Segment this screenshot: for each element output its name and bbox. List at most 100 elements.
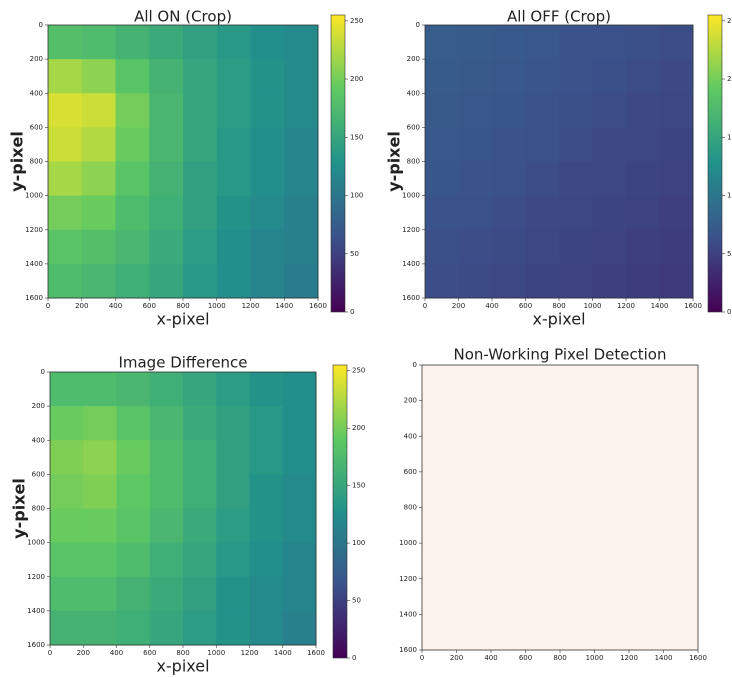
x-axis-label: x-pixel [156,310,209,329]
colorbar-tick-label: 200 [727,75,732,83]
heatmap-cell [149,406,184,441]
heatmap-cell [659,93,694,128]
heatmap-cell [250,25,285,60]
heatmap-cell [250,127,285,162]
heatmap-cell [250,161,285,197]
heatmap-cell [492,59,526,94]
heatmap-cell [216,508,250,544]
heatmap-cell [659,127,694,162]
heatmap-cell [81,59,116,94]
heatmap-cell [458,93,493,128]
heatmap-cell [282,474,317,509]
heatmap-cell [559,229,593,265]
heatmap-cell [149,576,184,612]
heatmap-cell [525,161,560,197]
heatmap-cell [250,263,285,299]
heatmap-cell [282,440,317,475]
y-tick-label: 0 [39,21,43,29]
y-tick-label: 1000 [25,192,43,200]
heatmap-cell [458,127,493,162]
heatmap-cell [48,195,83,231]
heatmap-cell [116,508,151,544]
x-tick-label: 1400 [651,302,669,310]
heatmap-cell [115,229,150,265]
heatmap-cell [626,25,660,60]
x-tick-label: 1600 [309,302,327,310]
panel-title: All OFF (Crop) [507,8,611,26]
heatmap-cell [115,127,150,162]
colorbar-tick-label: 250 [727,17,732,25]
heatmap-cell [50,576,84,612]
x-tick-label: 200 [450,654,463,662]
y-tick-label: 200 [404,397,417,405]
heatmap-cell [425,127,459,162]
heatmap-cell [659,263,694,299]
x-tick-label: 0 [423,302,427,310]
heatmap-cell [81,25,116,60]
y-tick-label: 1600 [399,646,417,654]
heatmap-cell [216,263,251,299]
heatmap-cell [626,195,660,231]
heatmap-cell [216,25,251,60]
heatmap-cell [525,93,560,128]
heatmap-cell [183,406,217,441]
y-tick-label: 600 [404,468,417,476]
heatmap-cell [116,440,151,475]
x-tick-label: 1000 [586,654,604,662]
heatmap-cell [48,127,83,162]
heatmap-cell [525,25,560,60]
heatmap-cell [282,372,317,407]
heatmap-cell [492,195,526,231]
y-tick-label: 400 [407,89,420,97]
heatmap-cell [115,195,150,231]
x-tick-label: 600 [143,649,156,657]
panel-title: Non-Working Pixel Detection [454,346,667,364]
heatmap-cell [183,25,218,60]
heatmap-cell [116,542,151,578]
heatmap-cell [183,576,217,612]
heatmap-cell [50,542,84,578]
heatmap-cell [48,25,83,60]
x-tick-label: 1600 [307,649,325,657]
heatmap-cell [216,474,250,509]
x-tick-label: 400 [484,654,497,662]
heatmap-cell [659,161,694,197]
heatmap-cell [282,610,317,646]
y-axis-label: y-pixel [8,131,27,192]
y-tick-label: 1600 [27,641,45,649]
heatmap-cell [48,263,83,299]
y-tick-label: 200 [32,402,45,410]
heatmap-cell [492,263,526,299]
colorbar-tick-label: 50 [350,250,359,258]
heatmap-cell [115,25,150,60]
x-tick-label: 0 [48,649,52,657]
heatmap-cell [183,263,218,299]
heatmap-cell [149,474,184,509]
heatmap-cell [216,372,250,407]
heatmap-cell [183,440,217,475]
y-tick-label: 200 [30,55,43,63]
colorbar-tick-label: 0 [352,654,356,662]
heatmap-cell [284,127,319,162]
heatmap-cell [249,508,284,544]
heatmap-cell [559,93,593,128]
y-tick-label: 200 [407,55,420,63]
heatmap-cell [626,127,660,162]
heatmap-cell [50,610,84,646]
heatmap-cell [83,440,117,475]
heatmap-cell [250,93,285,128]
heatmap-cell [249,440,284,475]
heatmap-cell [216,161,251,197]
y-tick-label: 400 [404,432,417,440]
heatmap-cell [626,263,660,299]
x-tick-label: 1600 [684,302,702,310]
colorbar-tick-label: 150 [727,133,732,141]
heatmap-cell [592,161,627,197]
heatmap-cell [149,542,184,578]
colorbar-tick-label: 50 [727,250,732,258]
heatmap-cell [50,406,84,441]
heatmap-cell [183,542,217,578]
y-axis-label: y-pixel [10,478,29,539]
heatmap-cell [626,161,660,197]
heatmap-cell [492,25,526,60]
